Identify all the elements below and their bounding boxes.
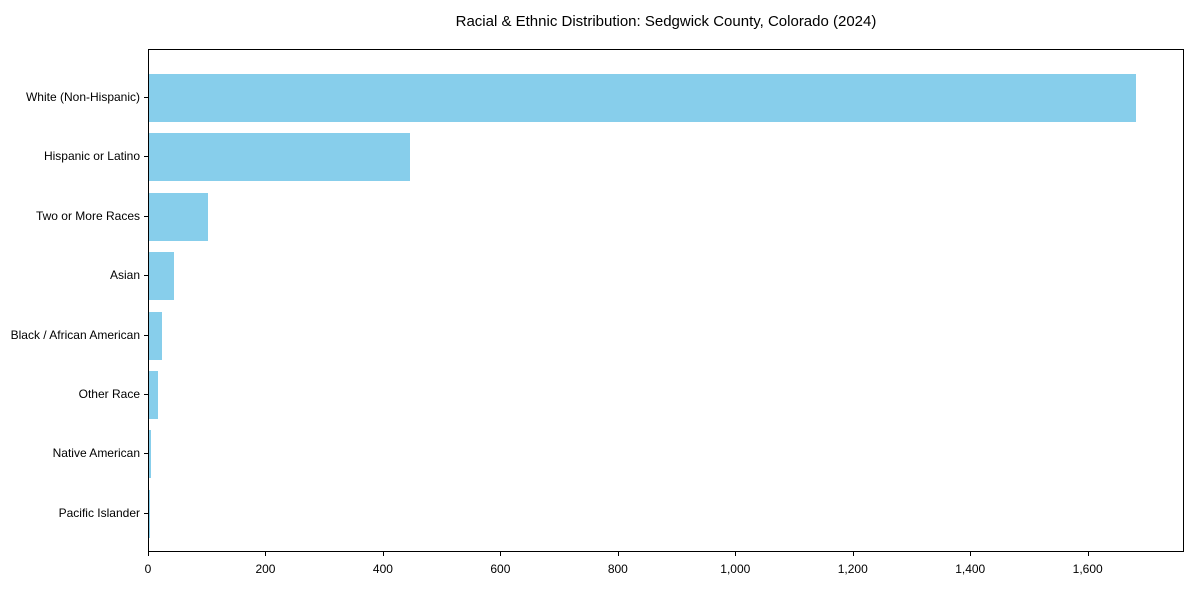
- bar: [149, 371, 158, 419]
- x-tick-label: 200: [255, 562, 276, 576]
- x-tick-label: 1,200: [837, 562, 868, 576]
- y-tick: [144, 156, 148, 158]
- x-tick-label: 0: [144, 562, 152, 576]
- x-tick-label: 600: [490, 562, 511, 576]
- y-tick: [144, 394, 148, 395]
- y-tick: [144, 334, 148, 336]
- x-tick: [852, 552, 854, 556]
- y-tick: [144, 453, 148, 455]
- bar: [149, 489, 150, 538]
- bar: [149, 74, 1136, 122]
- y-axis-label: Asian: [109, 268, 140, 283]
- y-axis-label: Native American: [52, 446, 140, 461]
- y-axis-label: Two or More Races: [35, 208, 140, 223]
- bar: [149, 311, 162, 360]
- plot-area: [148, 49, 1184, 552]
- bar: [149, 252, 174, 301]
- y-axis-label: Hispanic or Latino: [43, 149, 140, 164]
- y-tick: [144, 97, 148, 98]
- x-tick-label: 1,600: [1072, 562, 1103, 576]
- x-tick-label: 1,400: [955, 562, 986, 576]
- y-tick: [144, 512, 148, 514]
- x-tick-label: 800: [607, 562, 628, 576]
- x-tick: [500, 552, 502, 556]
- y-axis-label: White (Non-Hispanic): [25, 90, 140, 104]
- x-tick: [382, 552, 384, 556]
- y-axis-label: Pacific Islander: [58, 505, 140, 520]
- y-tick: [144, 275, 148, 277]
- x-tick-label: 400: [372, 562, 393, 576]
- y-axis-label: Other Race: [78, 387, 140, 401]
- x-tick-label: 1,000: [720, 562, 751, 576]
- x-tick: [148, 552, 149, 556]
- x-tick: [265, 552, 267, 556]
- bar: [149, 133, 411, 182]
- bar: [149, 192, 208, 241]
- y-axis-label: Black / African American: [10, 327, 140, 342]
- bar: [149, 430, 151, 479]
- y-tick: [144, 215, 148, 217]
- x-tick: [1087, 552, 1089, 556]
- x-tick: [735, 552, 737, 556]
- x-tick: [617, 552, 619, 556]
- chart-title: Racial & Ethnic Distribution: Sedgwick C…: [455, 13, 877, 30]
- x-tick: [970, 552, 972, 556]
